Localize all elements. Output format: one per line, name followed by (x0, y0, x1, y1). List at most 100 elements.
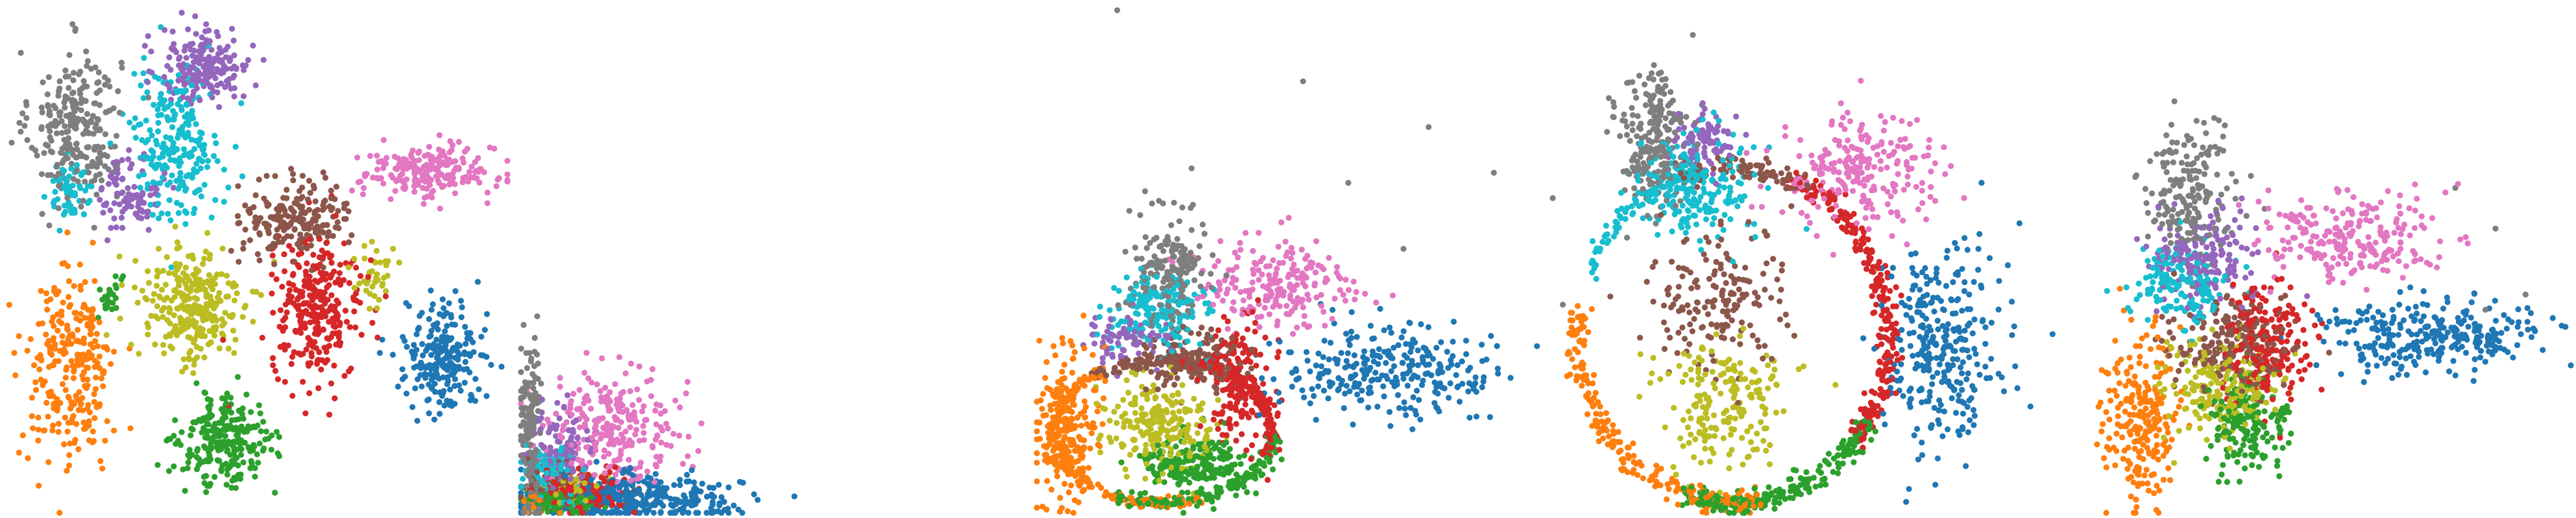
scatter-point-outlier (1345, 180, 1352, 186)
scatter-point-cluster-2 (221, 64, 227, 71)
scatter-point-cluster-10 (35, 426, 42, 433)
scatter-point-cluster-10 (65, 419, 72, 426)
scatter-point-cluster-4 (136, 200, 143, 206)
scatter-point-cluster-8 (295, 251, 302, 258)
scatter-point-cluster-6 (1208, 326, 1215, 332)
scatter-point-cluster-10 (87, 331, 93, 338)
scatter-point-cluster-6 (632, 503, 638, 510)
scatter-point-cluster-7 (252, 225, 259, 231)
scatter-point-cluster-2 (241, 67, 247, 73)
scatter-point-cluster-2 (162, 27, 168, 33)
scatter-point-cluster-9 (116, 253, 123, 260)
scatter-point-cluster-1 (522, 379, 528, 386)
scatter-point-cluster-7 (346, 239, 352, 245)
scatter-point-cluster-4 (108, 173, 115, 179)
scatter-point-cluster-8 (346, 368, 352, 375)
scatter-point-cluster-7 (317, 228, 324, 235)
scatter-point-cluster-7 (242, 202, 249, 209)
scatter-point-cluster-7 (573, 499, 579, 506)
scatter-point-cluster-10 (44, 306, 51, 313)
scatter-point-cluster-2 (193, 31, 199, 37)
scatter-point-cluster-12 (466, 351, 472, 358)
scatter-point-cluster-2 (677, 404, 683, 411)
scatter-point-cluster-2 (199, 34, 205, 41)
scatter-point-cluster-11 (237, 471, 244, 478)
scatter-point-cluster-10 (38, 288, 44, 294)
scatter-point-cluster-2 (657, 424, 664, 430)
scatter-point-cluster-6 (694, 487, 700, 493)
scatter-point-cluster-4 (568, 434, 575, 441)
scatter-point-cluster-5 (1091, 340, 1098, 347)
scatter-point-cluster-10 (1049, 486, 1055, 493)
scatter-point-cluster-4 (1387, 423, 1394, 429)
scatter-point-cluster-3 (1256, 267, 1262, 273)
scatter-point-cluster-7 (319, 223, 326, 229)
scatter-point-cluster-3 (154, 106, 161, 113)
scatter-point-cluster-4 (111, 215, 117, 222)
scatter-point-cluster-1 (39, 109, 45, 116)
scatter-point-cluster-8 (374, 334, 381, 341)
scatter-point-cluster-4 (547, 425, 553, 431)
scatter-point-cluster-6 (585, 490, 592, 497)
scatter-point-cluster-3 (205, 158, 212, 164)
scatter-point-cluster-8 (284, 309, 290, 315)
scatter-point-cluster-8 (341, 240, 348, 247)
scatter-point-cluster-11 (204, 421, 210, 427)
scatter-point-cluster-6 (459, 179, 466, 186)
scatter-point-cluster-3 (164, 114, 171, 120)
scatter-point-cluster-10 (96, 319, 103, 325)
scatter-point-cluster-6 (391, 153, 398, 160)
scatter-point-cluster-12 (412, 385, 419, 391)
scatter-point-cluster-8 (290, 271, 297, 277)
scatter-point-cluster-5 (70, 190, 77, 197)
scatter-point-cluster-7 (334, 219, 341, 225)
scatter-point-cluster-2 (243, 62, 249, 69)
scatter-point-cluster-7 (290, 177, 297, 184)
scatter-point-cluster-10 (56, 318, 62, 325)
scatter-point-cluster-1 (78, 203, 84, 210)
scatter-point-cluster-11 (201, 443, 208, 450)
scatter-point-cluster-1 (93, 90, 100, 96)
scatter-point-cluster-4 (538, 415, 544, 421)
scatter-point-cluster-2 (640, 403, 647, 410)
scatter-point-cluster-10 (39, 320, 46, 327)
scatter-point-cluster-2 (650, 366, 656, 373)
scatter-point-cluster-14 (367, 291, 373, 297)
scatter-point-cluster-12 (437, 410, 443, 417)
scatter-point-cluster-2 (169, 29, 176, 35)
scatter-point-cluster-10 (59, 260, 66, 267)
scatter-point-cluster-6 (419, 171, 426, 177)
scatter-point-cluster-11 (227, 395, 234, 401)
scatter-point-cluster-1 (61, 99, 67, 106)
scatter-point-cluster-5 (69, 182, 76, 189)
scatter-point-cluster-7 (330, 232, 336, 240)
scatter-point-cluster-6 (699, 480, 705, 487)
scatter-point-cluster-7 (297, 231, 304, 238)
scatter-point-cluster-7 (602, 504, 609, 510)
scatter-point-cluster-2 (657, 410, 664, 417)
scatter-point-cluster-12 (442, 310, 449, 317)
scatter-point-cluster-7 (310, 182, 317, 189)
scatter-point-cluster-8 (304, 260, 310, 267)
scatter-point-cluster-1 (72, 27, 79, 34)
scatter-point-cluster-3 (184, 118, 191, 125)
scatter-point-cluster-7 (319, 206, 326, 213)
scatter-point-cluster-8 (557, 510, 563, 516)
scatter-point-cluster-2 (658, 439, 664, 446)
scatter-point-cluster-1 (97, 145, 103, 151)
scatter-point-cluster-11 (188, 425, 195, 432)
scatter-point-cluster-3 (1243, 230, 1249, 236)
scatter-point-cluster-4 (1447, 380, 1453, 387)
scatter-point-cluster-10 (43, 290, 49, 297)
scatter-point-cluster-2 (579, 410, 585, 417)
scatter-point-cluster-1 (69, 21, 76, 27)
scatter-point-cluster-9 (202, 248, 209, 255)
scatter-point-cluster-10 (56, 400, 62, 406)
scatter-point-cluster-9 (136, 351, 142, 357)
scatter-point-cluster-3 (156, 162, 163, 168)
scatter-point-cluster-10 (77, 317, 83, 324)
scatter-point-cluster-10 (90, 240, 96, 246)
scatter-point-cluster-3 (136, 173, 142, 179)
scatter-point-cluster-8 (346, 324, 353, 330)
scatter-point-cluster-10 (77, 286, 84, 293)
